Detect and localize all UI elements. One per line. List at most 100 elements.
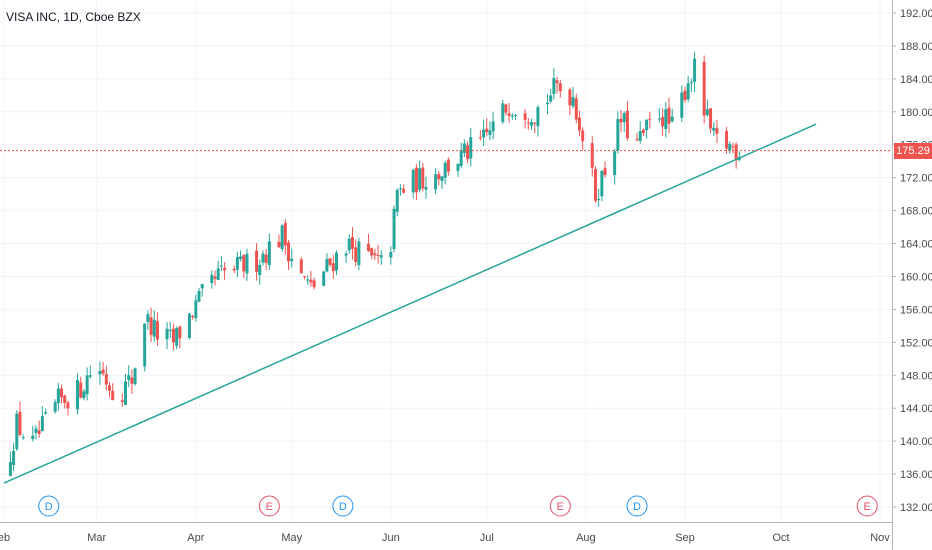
candle-body: [709, 108, 713, 129]
dividend-marker[interactable]: D: [38, 495, 60, 517]
candle-body: [18, 411, 22, 435]
candle-body: [40, 416, 44, 432]
candle-body: [168, 330, 172, 332]
candle-body: [264, 254, 268, 263]
candle-body: [482, 129, 486, 138]
candle-body: [577, 117, 581, 131]
candle-body: [210, 274, 214, 284]
earnings-marker[interactable]: E: [856, 495, 878, 517]
candle-body: [344, 253, 348, 256]
event-label: E: [864, 501, 871, 513]
candle-body: [127, 375, 131, 380]
candle-body: [187, 313, 191, 338]
candle-body: [440, 176, 444, 181]
candle-body: [398, 188, 402, 190]
y-tick-label: 152.00: [900, 337, 932, 349]
candle-body: [66, 402, 70, 409]
candle-body: [56, 388, 60, 404]
candle-body: [171, 328, 175, 343]
candle-body: [568, 89, 572, 106]
candle-body: [223, 267, 227, 271]
x-tick-label: May: [281, 532, 302, 544]
candle-body: [536, 107, 540, 127]
candle-body: [622, 113, 626, 123]
candle-body: [705, 109, 709, 115]
candle-body: [501, 103, 505, 122]
candle-body: [197, 291, 201, 302]
candle-body: [443, 162, 447, 178]
candle-body: [645, 119, 649, 131]
dividend-marker[interactable]: D: [332, 495, 354, 517]
candle-body: [280, 225, 284, 250]
x-tick-label: Aug: [576, 532, 596, 544]
candle-body: [619, 118, 623, 123]
candle-body: [593, 169, 597, 201]
event-label: D: [339, 501, 347, 513]
candle-body: [309, 279, 313, 283]
candle-body: [143, 323, 147, 367]
candle-body: [306, 279, 310, 281]
candle-body: [638, 130, 642, 142]
candle-body: [514, 114, 518, 116]
candle-body: [101, 369, 105, 374]
candle-body: [625, 110, 629, 139]
candle-body: [194, 300, 198, 319]
candle-body: [290, 258, 294, 262]
y-tick-label: 132.00: [900, 502, 932, 514]
x-tick-label: Nov: [870, 532, 890, 544]
candle-body: [299, 259, 303, 274]
candle-body: [130, 377, 134, 384]
candle-body: [693, 58, 697, 82]
candle-body: [731, 146, 735, 148]
candle-body: [325, 259, 329, 272]
earnings-marker[interactable]: E: [258, 495, 280, 517]
candles: [8, 52, 741, 477]
candle-body: [366, 243, 370, 251]
candle-body: [686, 83, 690, 100]
candle-body: [12, 450, 16, 466]
y-tick-label: 144.00: [900, 403, 932, 415]
candle-body: [258, 264, 262, 276]
candle-body: [213, 276, 217, 279]
candle-body: [191, 316, 195, 318]
candle-body: [152, 319, 156, 337]
candle-body: [235, 257, 239, 270]
candle-body: [31, 435, 35, 440]
candle-body: [549, 95, 553, 102]
candle-body: [670, 116, 674, 122]
candle-body: [15, 413, 19, 450]
candle-body: [533, 122, 537, 124]
dividend-marker[interactable]: D: [626, 495, 648, 517]
grid-lines: [0, 0, 892, 522]
trendline-layer: [3, 123, 817, 484]
candle-body: [255, 250, 259, 272]
candle-body: [357, 241, 361, 266]
candle-body: [648, 118, 652, 120]
candle-body: [242, 254, 246, 272]
candle-body: [395, 189, 399, 212]
candle-body: [283, 223, 287, 246]
candle-body: [667, 107, 671, 124]
candle-body: [418, 168, 422, 190]
candle-body: [331, 263, 335, 272]
candle-body: [21, 437, 25, 439]
candle-body: [347, 238, 351, 251]
candle-body: [507, 113, 511, 116]
candle-body: [98, 370, 102, 375]
y-tick-label: 172.00: [900, 173, 932, 185]
candle-body: [219, 265, 223, 267]
candle-body: [434, 174, 438, 190]
candle-body: [478, 137, 482, 139]
candle-body: [558, 83, 562, 92]
trendline: [3, 123, 817, 484]
candle-body: [8, 462, 12, 476]
candle-body: [245, 253, 249, 274]
candle-body: [392, 208, 396, 249]
y-tick-label: 140.00: [900, 436, 932, 448]
x-tick-label: Jul: [480, 532, 494, 544]
earnings-marker[interactable]: E: [549, 495, 571, 517]
candle-body: [149, 317, 153, 335]
candle-body: [303, 276, 307, 278]
candle-body: [491, 121, 495, 132]
candle-body: [146, 314, 150, 323]
